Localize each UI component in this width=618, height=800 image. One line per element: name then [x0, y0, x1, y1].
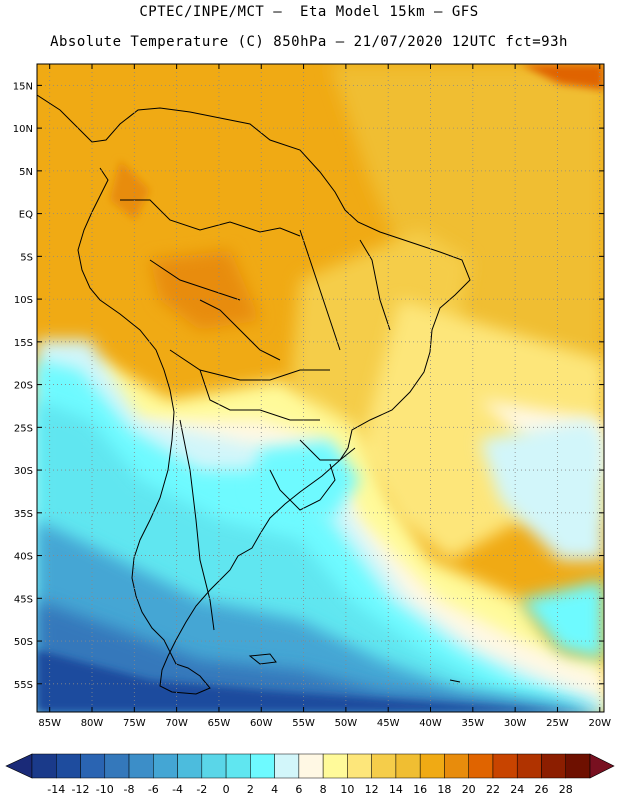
lat-label: EQ — [19, 210, 33, 221]
lat-label: 45S — [14, 594, 33, 605]
colorbar-segment — [516, 753, 542, 779]
colorbar-segment — [274, 753, 300, 779]
colorbar-label: -10 — [96, 783, 114, 796]
colorbar-label: -8 — [124, 783, 135, 796]
colorbar-segment — [371, 753, 397, 779]
colorbar-label: -14 — [47, 783, 65, 796]
colorbar-label: 2 — [247, 783, 254, 796]
lon-label: 60W — [250, 718, 273, 729]
latitude-labels: 15N 10N 5N EQ 5S 10S 15S 20S 25S 30S 35S 40S 45S 50S 5… — [13, 81, 33, 690]
colorbar-segment — [468, 753, 494, 779]
colorbar-segment — [444, 753, 469, 779]
colorbar-label: 8 — [320, 783, 327, 796]
colorbar-segment — [395, 753, 421, 779]
lat-label: 25S — [14, 423, 33, 434]
map-frame — [36, 63, 605, 713]
colorbar-arrow-left — [5, 753, 33, 779]
colorbar-label: -6 — [148, 783, 159, 796]
colorbar-segment — [31, 753, 57, 779]
lat-label: 35S — [14, 509, 33, 520]
lat-label: 55S — [14, 680, 33, 691]
colorbar-label: -2 — [196, 783, 207, 796]
colorbar-label: 16 — [413, 783, 427, 796]
lon-label: 20W — [588, 718, 611, 729]
colorbar — [5, 753, 615, 779]
lat-label: 30S — [14, 466, 33, 477]
colorbar-label: 26 — [534, 783, 548, 796]
lat-label: 20S — [14, 381, 33, 392]
lat-label: 10S — [14, 295, 33, 306]
colorbar-segment — [492, 753, 518, 779]
coastline-borders — [37, 94, 471, 695]
colorbar-label: 12 — [365, 783, 379, 796]
longitude-labels: 85W 80W 75W 70W 65W 60W 55W 50W 45W 40W 35W 30W 25W 2… — [38, 718, 611, 729]
lat-label: 5S — [20, 252, 33, 263]
lon-label: 70W — [165, 718, 188, 729]
colorbar-segment — [541, 753, 566, 779]
chart-title-line1: CPTEC/INPE/MCT – Eta Model 15km – GFS — [139, 4, 479, 20]
lat-label: 50S — [14, 637, 33, 648]
colorbar-segment — [80, 753, 106, 779]
colorbar-segment — [104, 753, 130, 779]
lon-label: 75W — [123, 718, 146, 729]
colorbar-segment — [322, 753, 348, 779]
lon-label: 40W — [419, 718, 442, 729]
colorbar-label: 24 — [510, 783, 524, 796]
colorbar-segment — [565, 753, 591, 779]
lon-label: 85W — [38, 718, 61, 729]
temperature-field — [37, 64, 604, 712]
colorbar-segment — [201, 753, 227, 779]
colorbar-label: -12 — [72, 783, 90, 796]
colorbar-segment — [419, 753, 445, 779]
lat-label: 10N — [13, 124, 33, 135]
colorbar-labels: -14 -12 -10 -8 -6 -4 -2 0 2 4 6 8 10 12 14 16 18 20 22 24 26… — [47, 783, 572, 796]
axis-ticks — [37, 64, 604, 712]
colorbar-label: 10 — [340, 783, 354, 796]
lat-label: 15N — [13, 81, 33, 92]
colorbar-label: 22 — [486, 783, 500, 796]
lon-label: 65W — [208, 718, 231, 729]
lat-label: 40S — [14, 552, 33, 563]
lon-label: 30W — [504, 718, 527, 729]
lon-label: 45W — [377, 718, 400, 729]
colorbar-label: 4 — [271, 783, 278, 796]
lon-label: 50W — [335, 718, 358, 729]
colorbar-segment — [153, 753, 178, 779]
lon-label: 25W — [546, 718, 569, 729]
lat-label: 15S — [14, 338, 33, 349]
colorbar-segment — [56, 753, 81, 779]
colorbar-label: 20 — [462, 783, 476, 796]
colorbar-segment — [177, 753, 203, 779]
lon-label: 80W — [81, 718, 104, 729]
colorbar-label: 0 — [223, 783, 230, 796]
colorbar-label: -4 — [172, 783, 183, 796]
colorbar-label: 18 — [437, 783, 451, 796]
lon-label: 35W — [462, 718, 485, 729]
chart-title-line2: Absolute Temperature (C) 850hPa – 21/07/… — [50, 34, 568, 50]
colorbar-label: 28 — [559, 783, 573, 796]
colorbar-segment — [298, 753, 324, 779]
colorbar-segment — [250, 753, 275, 779]
lat-label: 5N — [19, 167, 33, 178]
grid-lines — [37, 64, 604, 712]
colorbar-segment — [128, 753, 154, 779]
colorbar-label: 14 — [389, 783, 403, 796]
colorbar-segment — [225, 753, 251, 779]
colorbar-arrow-right — [589, 753, 615, 779]
colorbar-label: 6 — [295, 783, 302, 796]
lon-label: 55W — [292, 718, 315, 729]
colorbar-segment — [347, 753, 372, 779]
